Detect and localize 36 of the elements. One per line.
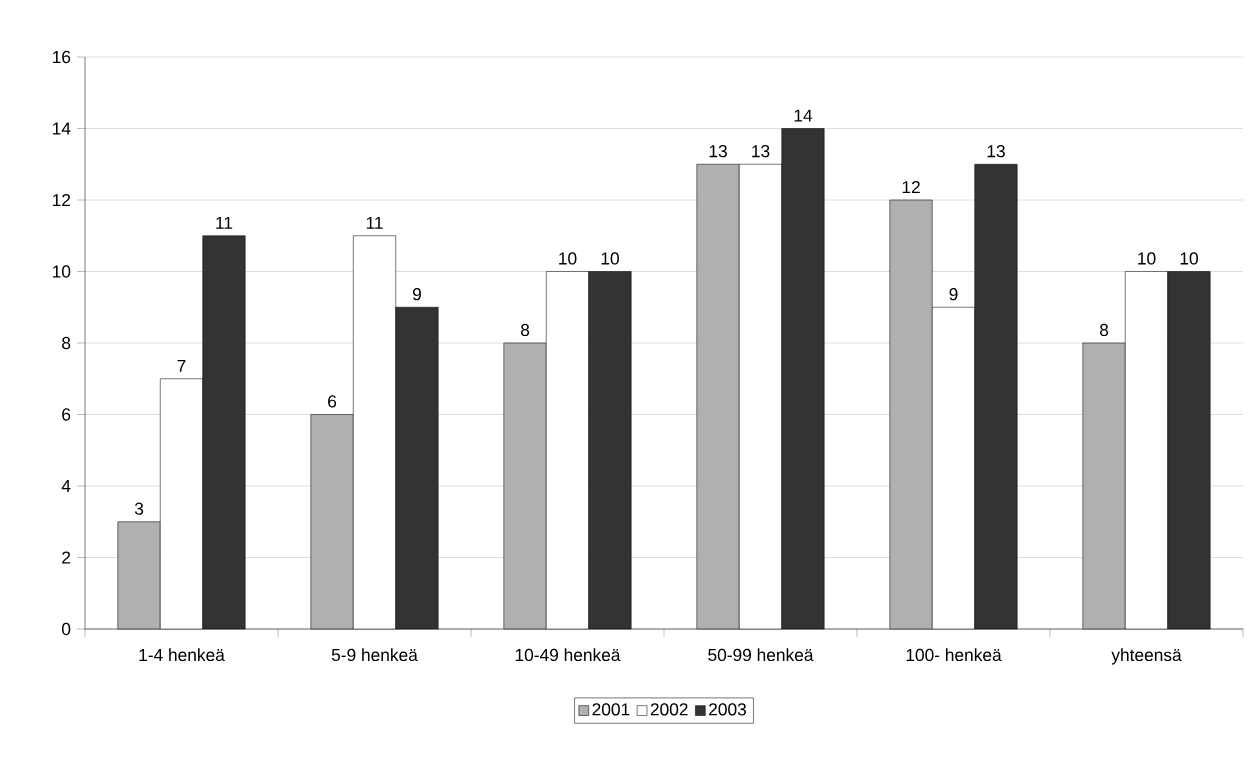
data-label: 14: [794, 109, 813, 122]
data-label: 9: [412, 288, 421, 301]
data-label: 10: [1180, 252, 1198, 265]
x-tick-label: 100- henkeä: [906, 648, 1002, 662]
y-tick-label: 12: [53, 193, 71, 207]
y-tick-label: 16: [53, 50, 71, 64]
y-tick-label: 6: [62, 408, 71, 421]
data-label: 13: [709, 145, 727, 158]
y-tick-label: 14: [53, 122, 71, 135]
data-label: 7: [177, 359, 186, 372]
y-tick-label: 2: [62, 551, 71, 564]
data-label: 6: [328, 395, 337, 408]
y-tick-label: 8: [62, 336, 71, 350]
data-label: 9: [949, 288, 958, 301]
legend-label: 2003: [709, 703, 747, 716]
y-tick-label: 10: [53, 265, 71, 278]
y-tick-label: 0: [61, 622, 71, 636]
data-label: 11: [216, 216, 233, 229]
data-label: 11: [366, 216, 383, 229]
data-label: 8: [520, 323, 530, 337]
x-tick-label: yhteensä: [1111, 648, 1182, 665]
data-label: 10: [1138, 252, 1156, 265]
x-tick-label: 50-99 henkeä: [708, 648, 814, 662]
legend-label: 2002: [650, 703, 688, 716]
data-label: 13: [987, 145, 1005, 158]
data-label: 10: [601, 252, 619, 265]
legend-label: 2001: [592, 703, 630, 716]
data-label: 13: [752, 145, 770, 158]
x-tick-label: 1-4 henkeä: [139, 648, 225, 662]
data-label: 3: [134, 502, 144, 515]
data-label: 8: [1099, 323, 1109, 337]
x-tick-label: 10-49 henkeä: [515, 648, 621, 662]
data-label: 10: [559, 252, 577, 265]
x-tick-label: 5-9 henkeä: [331, 648, 418, 662]
y-tick-label: 4: [61, 480, 71, 492]
data-label: 12: [902, 180, 920, 194]
